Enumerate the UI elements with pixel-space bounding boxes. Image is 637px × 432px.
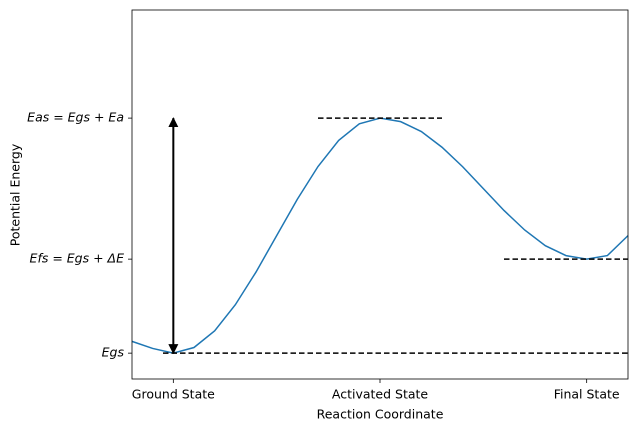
- x-tick-label: Activated State: [332, 387, 429, 402]
- y-axis-label: Potential Energy: [8, 143, 23, 246]
- x-axis-label: Reaction Coordinate: [317, 407, 444, 422]
- x-tick-label: Final State: [554, 387, 620, 402]
- y-tick-label: Eas = Egs + Ea: [27, 110, 124, 125]
- plot-frame: [131, 9, 629, 380]
- y-tick-label: Efs = Egs + ΔE: [30, 251, 125, 266]
- x-tick-label: Ground State: [132, 387, 215, 402]
- y-tick-label: Egs: [102, 345, 125, 360]
- line: [131, 117, 629, 354]
